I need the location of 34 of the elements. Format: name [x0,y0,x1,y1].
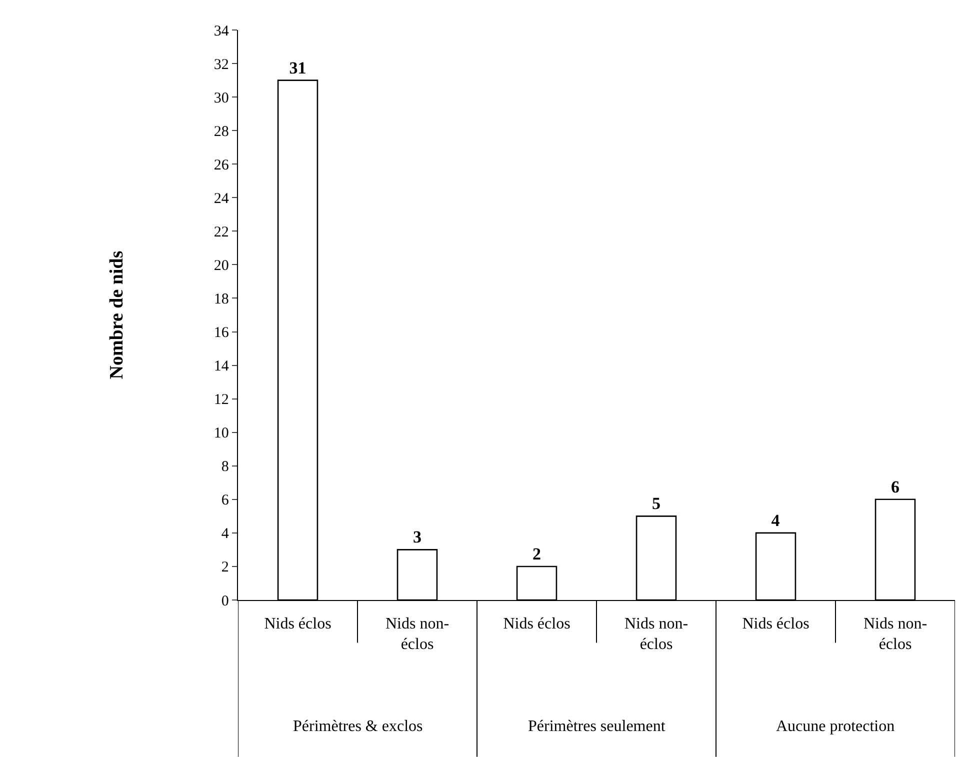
data-label: 3 [413,528,422,547]
y-tick-label: 24 [214,190,230,207]
x-tick-label: Nids éclos [503,615,570,632]
y-tick-label: 10 [214,426,229,442]
y-tick-label: 2 [221,560,229,576]
y-axis-title: Nombre de nids [106,250,128,380]
y-tick-label: 32 [214,56,229,73]
data-label: 5 [652,494,660,514]
data-label: 4 [771,510,780,530]
x-tick-label: Nids non-éclos [385,615,450,654]
y-tick-label: 28 [214,124,229,140]
x-tick-label: Nids éclos [264,615,332,632]
x-tick-label: Nids éclos [742,615,810,632]
y-tick-label: 6 [221,492,230,509]
x-tick-label: Nids non-éclos [624,615,688,654]
y-tick-label: 12 [214,392,229,408]
y-tick-label: 20 [214,258,229,274]
y-tick-label: 30 [214,90,229,106]
y-tick-label: 16 [214,325,230,342]
text: Périmètres & exclos [293,718,423,735]
y-tick-label: 22 [214,224,229,240]
y-tick-label: 34 [214,23,230,40]
data-label: 31 [289,58,306,78]
text: Périmètres seulement [528,718,666,735]
data-label: 2 [532,544,541,564]
y-tick-label: 26 [214,157,230,174]
y-tick-label: 4 [221,526,230,542]
x-tick-label: Nids non-éclos [863,615,928,654]
data-label: 6 [891,477,900,496]
y-tick-label: 0 [221,593,229,610]
text: Aucune protection [776,718,895,735]
y-tick-label: 18 [214,291,229,308]
y-tick-label: 14 [214,358,230,375]
y-tick-label: 8 [221,459,229,476]
